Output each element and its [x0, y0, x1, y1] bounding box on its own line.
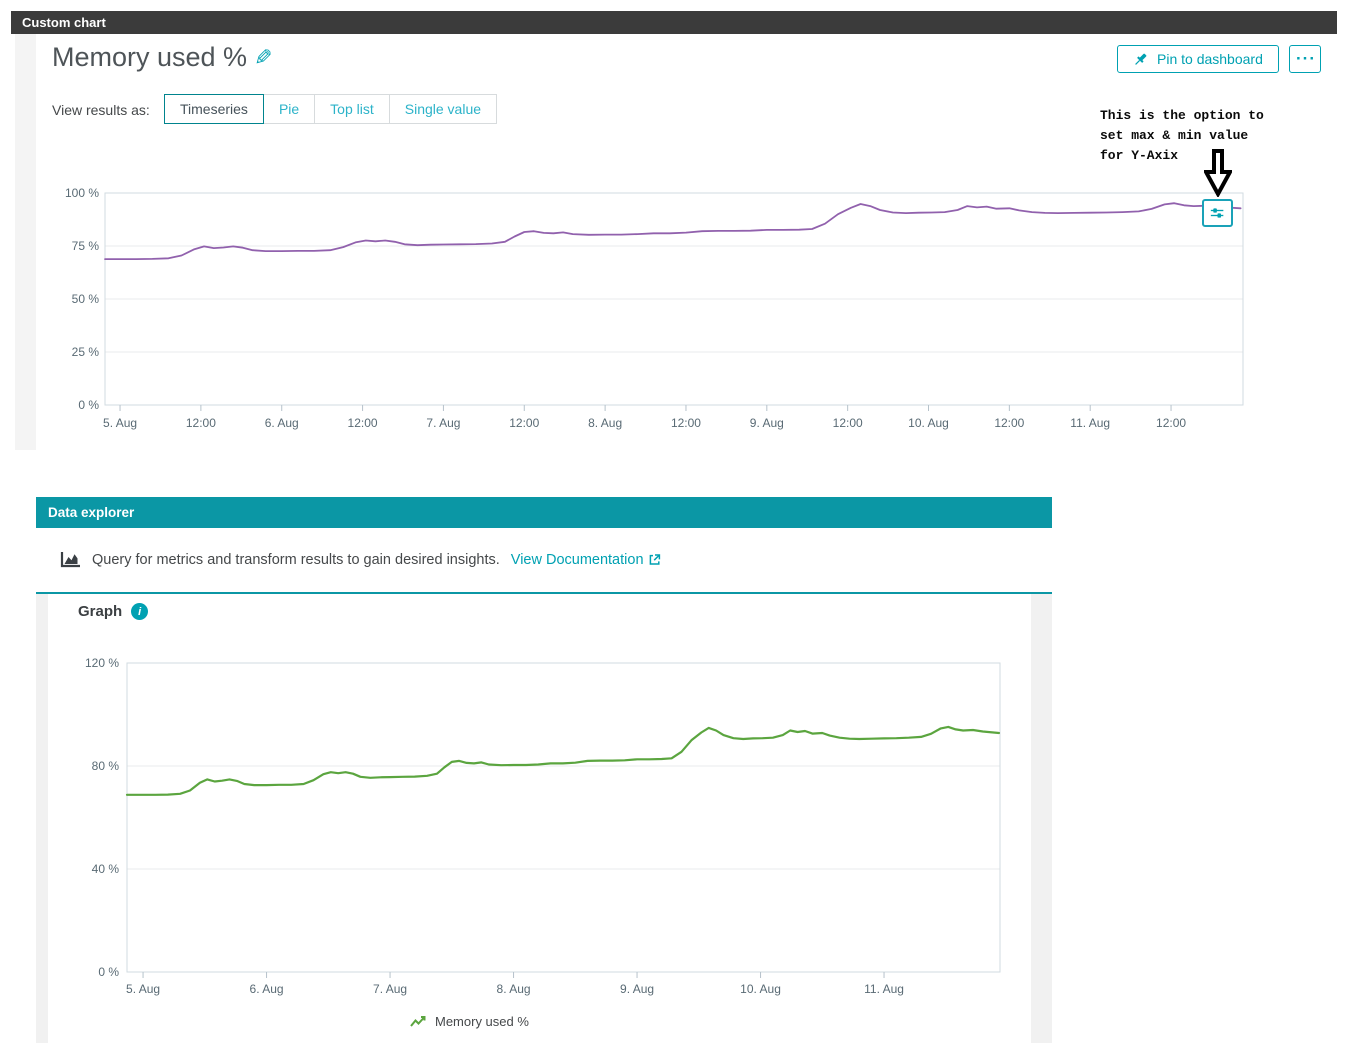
- external-link-icon: [649, 554, 660, 565]
- view-results-tabs: Timeseries Pie Top list Single value: [164, 94, 498, 124]
- x-tick-label: 12:00: [186, 416, 216, 430]
- annotation-note: This is the option to set max & min valu…: [1100, 106, 1264, 166]
- x-tick-label: 8. Aug: [588, 416, 622, 430]
- x-tick-label: 12:00: [833, 416, 863, 430]
- annotation-line-1: This is the option to: [1100, 108, 1264, 123]
- custom-chart-title-bar: Custom chart: [11, 11, 1337, 34]
- x-tick-label: 6. Aug: [265, 416, 299, 430]
- query-description: Query for metrics and transform results …: [92, 551, 500, 568]
- more-options-button[interactable]: ···: [1289, 45, 1321, 73]
- pin-to-dashboard-label: Pin to dashboard: [1157, 51, 1263, 67]
- custom-chart-title: Custom chart: [22, 15, 106, 30]
- tab-timeseries[interactable]: Timeseries: [164, 94, 264, 124]
- tab-top-list[interactable]: Top list: [315, 95, 390, 123]
- graph-panel: [48, 594, 1031, 1043]
- x-tick-label: 5. Aug: [103, 416, 137, 430]
- y-tick-label: 0 %: [78, 398, 99, 412]
- graph-title-text: Graph: [78, 603, 123, 620]
- annotation-line-2: set max & min value: [1100, 128, 1249, 143]
- pin-to-dashboard-button[interactable]: Pin to dashboard: [1117, 45, 1279, 73]
- plot-border: [104, 192, 1244, 406]
- custom-chart-timeseries: 0 % 25 % 50 % 75 % 100 % 5. Aug 12:00 6. Aug 12:…: [65, 186, 1244, 430]
- page-title-text: Memory used %: [52, 42, 248, 72]
- x-tick-label: 9. Aug: [750, 416, 784, 430]
- sliders-icon: [1210, 208, 1224, 218]
- x-tick-label: 12:00: [348, 416, 378, 430]
- tab-single-value[interactable]: Single value: [389, 95, 497, 123]
- data-explorer-title: Data explorer: [48, 505, 135, 520]
- legend-label: Memory used %: [435, 1014, 529, 1029]
- section-divider: [36, 592, 1052, 594]
- y-tick-label: 25 %: [72, 345, 100, 359]
- view-documentation-link[interactable]: View Documentation: [511, 552, 661, 568]
- x-tick-label: 12:00: [509, 416, 539, 430]
- x-tick-label: 10. Aug: [908, 416, 949, 430]
- data-explorer-header-bar: Data explorer: [36, 497, 1052, 528]
- y-tick-label: 75 %: [72, 239, 100, 253]
- series-line: [104, 202, 1242, 260]
- graph-section-title: Graph i: [78, 603, 149, 620]
- query-description-row: Query for metrics and transform results …: [60, 551, 661, 568]
- ellipsis-icon: ···: [1296, 49, 1316, 68]
- legend-item[interactable]: Memory used %: [410, 1014, 529, 1029]
- x-tick-label: 11. Aug: [1070, 416, 1110, 430]
- tab-pie[interactable]: Pie: [263, 95, 316, 123]
- x-tick-label: 12:00: [671, 416, 701, 430]
- info-icon[interactable]: i: [131, 603, 149, 620]
- pin-icon: [1135, 53, 1147, 65]
- y-tick-label: 50 %: [72, 292, 100, 306]
- x-tick-label: 7. Aug: [426, 416, 460, 430]
- y-axis-settings-button[interactable]: [1202, 199, 1233, 227]
- area-chart-icon: [60, 552, 80, 568]
- annotation-arrow-icon: [1204, 149, 1232, 197]
- edit-pencil-icon[interactable]: ✎: [254, 44, 273, 70]
- view-results-label: View results as:: [52, 102, 150, 118]
- x-tick-label: 12:00: [994, 416, 1024, 430]
- annotation-line-3: for Y-Axix: [1100, 148, 1179, 163]
- x-tick-label: 12:00: [1156, 416, 1186, 430]
- left-gutter: [15, 34, 36, 450]
- page-title: Memory used % ✎: [52, 42, 273, 73]
- view-documentation-label: View Documentation: [510, 551, 644, 568]
- line-series-icon: [410, 1016, 426, 1027]
- y-tick-label: 100 %: [65, 186, 99, 200]
